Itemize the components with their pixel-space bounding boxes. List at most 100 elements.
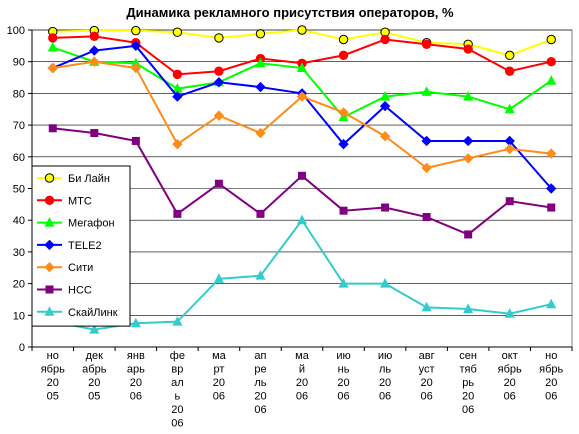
x-tick-label-line: 06 xyxy=(254,404,266,416)
x-tick-label-line: тяб xyxy=(460,364,477,376)
x-tick-label: ма й 20 06 xyxy=(295,350,310,403)
x-tick-label-line: сен xyxy=(459,350,477,362)
x-tick-label-line: дек xyxy=(86,350,104,362)
x-tick-label: ма рт 20 06 xyxy=(212,350,227,403)
series-6-point xyxy=(255,270,266,280)
x-tick-label: янв арь 20 06 xyxy=(127,350,145,403)
legend-label: НСС xyxy=(68,285,92,297)
series-4-point xyxy=(379,130,391,142)
legend-label: Сити xyxy=(68,262,93,274)
series-6-point xyxy=(89,323,100,334)
x-tick-label: сен тяб рь 20 06 xyxy=(459,350,477,416)
series-6-point xyxy=(421,301,432,312)
series-4-point xyxy=(421,162,432,174)
series-1-point xyxy=(380,34,390,45)
series-4-point xyxy=(296,91,308,102)
series-6-point xyxy=(213,273,224,283)
x-tick-label-line: 06 xyxy=(462,404,474,416)
series-0-point xyxy=(172,27,183,37)
series-3-point xyxy=(379,100,391,112)
y-tick-label: 20 xyxy=(13,279,25,291)
series-4-point xyxy=(213,110,225,121)
x-tick-label-line: 20 xyxy=(47,377,59,389)
x-tick-label: ию нь 20 06 xyxy=(336,350,350,403)
series-6-point xyxy=(463,303,474,313)
series-4-point xyxy=(89,56,100,67)
legend-label: TELE2 xyxy=(68,240,102,252)
series-4-point xyxy=(504,143,515,155)
series-3-point xyxy=(172,91,183,102)
x-tick-label-line: ию xyxy=(336,350,350,362)
series-1-point xyxy=(172,69,183,80)
x-tick-label-line: ябрь xyxy=(498,364,522,376)
y-tick-label: 0 xyxy=(19,342,25,354)
series-4-point xyxy=(338,107,349,118)
x-tick-label-line: 20 xyxy=(462,391,474,403)
series-0-point xyxy=(131,25,141,36)
y-tick-label: 10 xyxy=(13,310,25,322)
x-tick-label-line: 20 xyxy=(213,377,225,389)
series-5-point xyxy=(422,213,431,222)
series-6-point xyxy=(546,298,557,309)
y-tick-label: 100 xyxy=(7,25,25,37)
x-tick-label-line: янв xyxy=(127,350,145,362)
series-6-point xyxy=(172,316,183,326)
legend-label: СкайЛинк xyxy=(68,307,118,319)
series-5-point xyxy=(298,171,306,180)
x-tick-label: дек абрь 20 05 xyxy=(82,350,107,403)
x-tick-label-line: 06 xyxy=(213,391,225,403)
x-tick-label-line: 20 xyxy=(420,377,432,389)
series-4-point xyxy=(130,62,142,74)
series-5-point xyxy=(547,203,556,212)
x-tick-label-line: фе xyxy=(170,350,185,362)
series-2-point xyxy=(463,90,474,101)
x-tick-label: ию ль 20 06 xyxy=(378,350,392,403)
x-tick-label-line: 20 xyxy=(296,377,308,389)
x-tick-label-line: 20 xyxy=(88,377,100,389)
x-tick-label-line: 06 xyxy=(504,391,516,403)
x-tick-label-line: вр xyxy=(171,364,183,376)
x-tick-label-line: но xyxy=(545,350,557,362)
series-0-point xyxy=(504,50,515,61)
series-5-point xyxy=(339,206,348,215)
x-tick-label-line: ма xyxy=(212,350,227,362)
series-1-point xyxy=(338,50,349,61)
x-tick-label-line: авг xyxy=(419,350,435,362)
series-5-point xyxy=(256,209,265,218)
x-tick-label-line: ябрь xyxy=(539,364,563,376)
x-tick-label-line: 20 xyxy=(545,377,557,389)
series-5-point xyxy=(505,197,514,206)
x-tick-label: но ябрь 20 05 xyxy=(41,350,65,403)
series-5-point xyxy=(173,209,182,218)
series-1-point xyxy=(89,31,100,42)
series-3-point xyxy=(89,45,100,56)
x-tick-label: фе вр ал ь 20 06 xyxy=(170,350,185,430)
x-tick-label-line: 05 xyxy=(88,391,100,403)
x-tick-label-line: ль xyxy=(379,364,391,376)
series-6-point xyxy=(380,278,391,288)
y-tick-label: 70 xyxy=(13,120,25,132)
x-tick-label-line: уст xyxy=(419,364,435,376)
series-5-point xyxy=(48,124,57,133)
x-tick-label-line: арь xyxy=(127,364,145,376)
series-2-point xyxy=(380,90,391,101)
legend-label: МТС xyxy=(68,195,92,207)
x-tick-label-line: ию xyxy=(378,350,392,362)
x-tick-label-line: 05 xyxy=(47,391,59,403)
x-tick-label-line: ь xyxy=(175,391,181,403)
series-2-point xyxy=(546,75,557,85)
series-4-point xyxy=(47,62,58,74)
legend-swatch-marker xyxy=(44,173,55,183)
legend-swatch-marker xyxy=(44,261,55,273)
x-tick-label-line: ап xyxy=(254,350,266,362)
y-tick-label: 80 xyxy=(13,88,25,100)
series-5-point xyxy=(90,129,99,138)
series-2-point xyxy=(47,41,58,52)
series-1-point xyxy=(214,66,224,76)
x-tick-label-line: абрь xyxy=(82,364,107,376)
legend-label: Би Лайн xyxy=(68,173,110,185)
series-3-point xyxy=(338,138,349,150)
x-tick-label-line: 06 xyxy=(296,391,308,403)
x-tick-label: окт ябрь 20 06 xyxy=(498,350,522,403)
